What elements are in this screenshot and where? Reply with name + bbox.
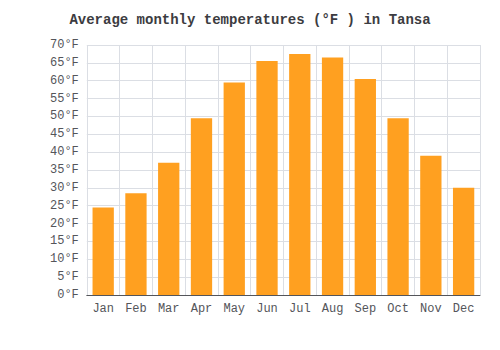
- svg-text:65°F: 65°F: [50, 56, 79, 70]
- svg-text:Average monthly temperatures (: Average monthly temperatures (°F ) in Ta…: [69, 12, 431, 28]
- svg-text:Aug: Aug: [322, 302, 344, 316]
- svg-text:25°F: 25°F: [50, 199, 79, 213]
- svg-text:Sep: Sep: [355, 302, 377, 316]
- svg-text:45°F: 45°F: [50, 127, 79, 141]
- svg-text:50°F: 50°F: [50, 109, 79, 123]
- svg-text:60°F: 60°F: [50, 74, 79, 88]
- svg-text:10°F: 10°F: [50, 252, 79, 266]
- svg-text:0°F: 0°F: [57, 288, 79, 302]
- svg-text:May: May: [223, 302, 245, 316]
- svg-text:20°F: 20°F: [50, 217, 79, 231]
- svg-text:40°F: 40°F: [50, 145, 79, 159]
- svg-text:Jul: Jul: [289, 302, 311, 316]
- svg-text:Dec: Dec: [453, 302, 475, 316]
- svg-text:5°F: 5°F: [57, 270, 79, 284]
- svg-text:15°F: 15°F: [50, 234, 79, 248]
- svg-text:Feb: Feb: [125, 302, 147, 316]
- svg-text:30°F: 30°F: [50, 181, 79, 195]
- svg-text:Oct: Oct: [387, 302, 409, 316]
- svg-text:35°F: 35°F: [50, 163, 79, 177]
- svg-text:70°F: 70°F: [50, 38, 79, 52]
- svg-text:Jun: Jun: [256, 302, 278, 316]
- svg-text:55°F: 55°F: [50, 92, 79, 106]
- svg-text:Nov: Nov: [420, 302, 442, 316]
- svg-text:Mar: Mar: [158, 302, 180, 316]
- svg-text:Jan: Jan: [92, 302, 114, 316]
- svg-text:Apr: Apr: [191, 302, 213, 316]
